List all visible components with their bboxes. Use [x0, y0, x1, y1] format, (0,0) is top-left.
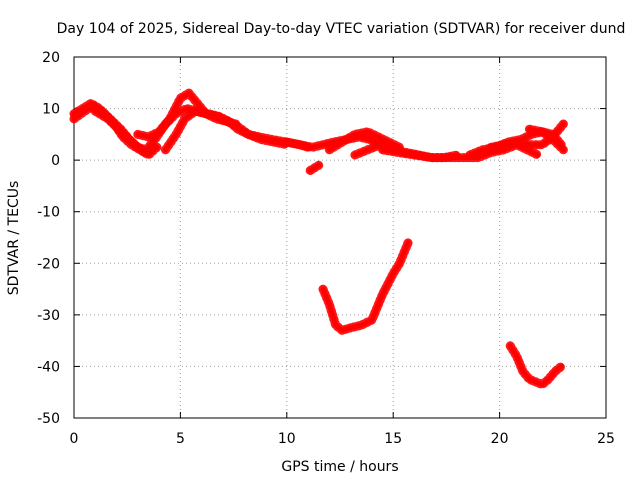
y-tick-label: -30	[37, 308, 60, 324]
y-tick-label: 20	[42, 50, 60, 66]
y-tick-label: 0	[51, 153, 60, 169]
series-track-13-markers	[524, 124, 568, 155]
x-tick-label: 25	[597, 431, 615, 447]
x-tick-label: 15	[384, 431, 402, 447]
plot-frame	[73, 56, 607, 419]
data-series	[69, 88, 568, 389]
x-tick-label: 0	[70, 431, 79, 447]
series-track-7-markers	[305, 160, 324, 175]
y-tick-label: -20	[37, 256, 60, 272]
series-track-8-markers	[324, 127, 405, 155]
series-track-15-markers	[505, 341, 566, 389]
y-tick-label: -40	[37, 359, 60, 375]
axis-ticks: 0 5 10 15 20 25 -50 -40 -30 -20 -10 0 10 20	[37, 50, 615, 447]
y-tick-label: -10	[37, 205, 60, 221]
series-track-5-markers	[161, 106, 292, 155]
x-tick-label: 10	[278, 431, 296, 447]
y-tick-label: -50	[37, 411, 60, 427]
x-tick-label: 20	[491, 431, 509, 447]
series-track-3-markers	[90, 106, 151, 157]
x-tick-label: 5	[176, 431, 185, 447]
series-track-14-markers	[318, 238, 413, 335]
chart-title: Day 104 of 2025, Sidereal Day-to-day VTE…	[57, 21, 626, 37]
y-tick-label: 10	[42, 102, 60, 118]
grid	[74, 57, 606, 418]
x-axis-label: GPS time / hours	[281, 459, 398, 475]
y-axis-label: SDTVAR / TECUs	[6, 181, 22, 296]
